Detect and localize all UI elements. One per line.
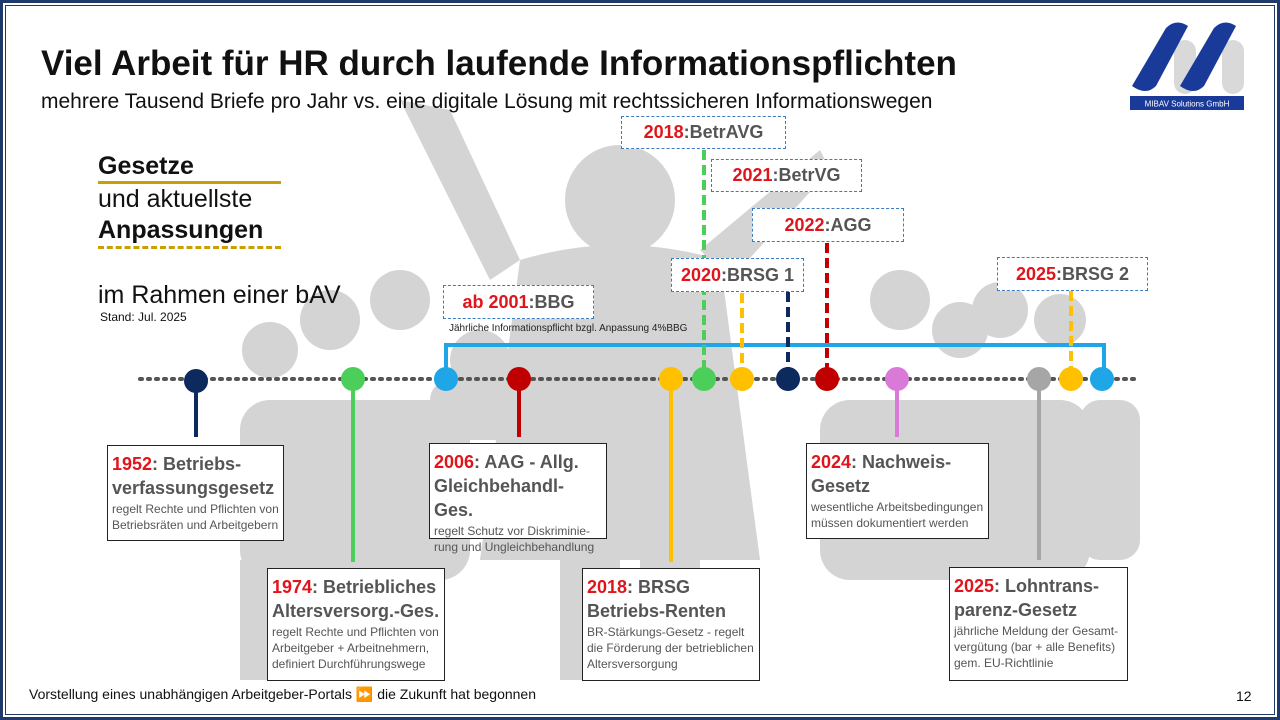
box-1974: 1974: Betriebliches Altersversorg.-Ges. re…	[267, 568, 445, 681]
dot-2024	[885, 367, 909, 391]
box-2024: 2024: Nachweis- Gesetz wesentliche Arbeits…	[806, 443, 989, 539]
dot-1974	[341, 367, 365, 391]
dot-2018-betravg	[692, 367, 716, 391]
left-text-aktuellste: und aktuellste	[98, 185, 253, 213]
box-2006: 2006: AAG - Allg. Gleichbehandl-Ges. regel…	[429, 443, 607, 554]
footer-text: Vorstellung eines unabhängigen Arbeitgeb…	[29, 686, 537, 702]
bbg-note: Jährliche Informationspflicht bzgl. Anpa…	[449, 323, 688, 334]
label-2020-brsg1: 2020: BRSG 1	[671, 258, 804, 292]
stand-date: Stand: Jul. 2025	[100, 310, 187, 324]
dot-2021	[776, 367, 800, 391]
dot-2018-brsg	[659, 367, 683, 391]
dot-2020	[730, 367, 754, 391]
gold-underline	[98, 181, 281, 184]
box-2018-brsg: 2018: BRSG Betriebs-Renten BR-Stärkungs-Ge…	[582, 568, 760, 681]
dot-2001	[434, 367, 458, 391]
gold-dashed-underline	[98, 246, 281, 249]
dot-2025-lohn	[1027, 367, 1051, 391]
left-heading-anpassungen: Anpassungen	[98, 216, 264, 244]
dot-2006	[507, 367, 531, 391]
dot-2025-brsg2	[1059, 367, 1083, 391]
box-1952: 1952: Betriebs-verfassungsgesetz regelt R…	[107, 445, 284, 541]
box-2025-lohntransparenz: 2025: Lohntrans-parenz-Gesetz jährliche M…	[949, 567, 1128, 681]
slide-title: Viel Arbeit für HR durch laufende Inform…	[41, 44, 957, 83]
left-text-bav: im Rahmen einer bAV	[98, 281, 341, 309]
label-2025-brsg2: 2025: BRSG 2	[997, 257, 1148, 291]
bbg-bracket	[444, 343, 1106, 368]
left-heading-gesetze: Gesetze	[98, 152, 194, 180]
dot-bbg-end	[1090, 367, 1114, 391]
label-2001-bbg: ab 2001: BBG	[443, 285, 594, 319]
logo-text: MIBAV Solutions GmbH	[1145, 100, 1230, 109]
label-2022-agg: 2022: AGG	[752, 208, 904, 242]
mibav-logo: MIBAV Solutions GmbH	[1130, 22, 1244, 110]
page-number: 12	[1236, 688, 1252, 704]
dot-1952	[184, 369, 208, 393]
label-2018-betravg: 2018: BetrAVG	[621, 116, 786, 149]
label-2021-betrvg: 2021: BetrVG	[711, 159, 862, 192]
dot-2022	[815, 367, 839, 391]
slide-subtitle: mehrere Tausend Briefe pro Jahr vs. eine…	[41, 90, 933, 113]
slide-inner-frame	[5, 5, 1275, 715]
